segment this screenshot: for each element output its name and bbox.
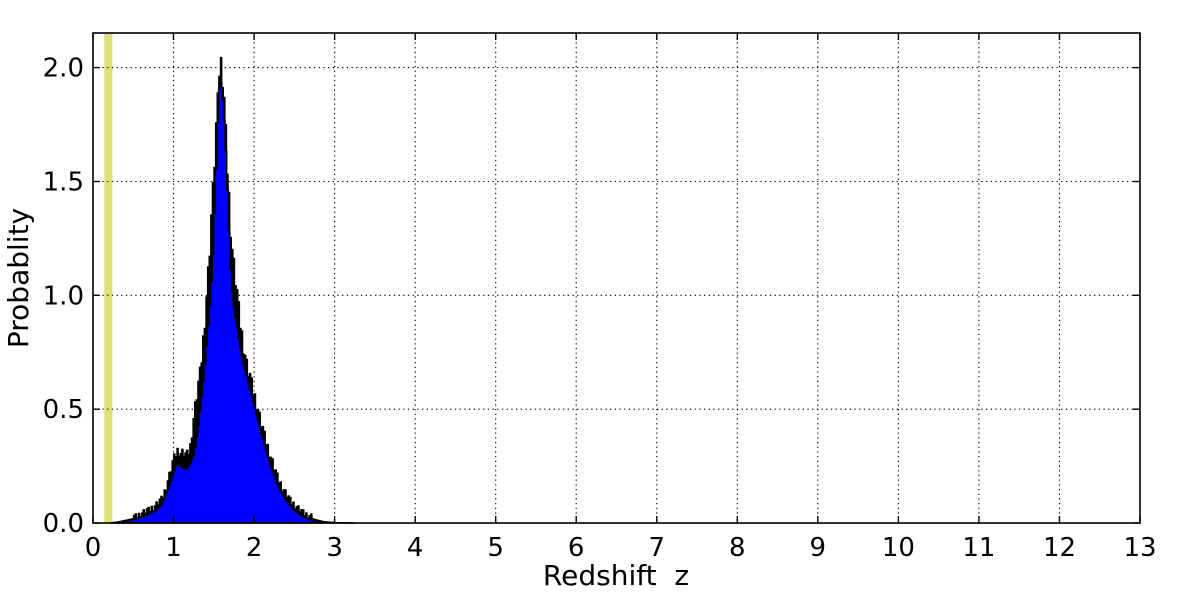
x-tick-label: 3 <box>326 533 343 563</box>
plot-frame <box>92 32 1141 524</box>
y-tick-label: 2.0 <box>43 54 84 84</box>
x-tick-label: 10 <box>882 533 915 563</box>
frame-layer <box>92 32 1141 524</box>
x-tick-label: 7 <box>649 533 666 563</box>
x-tick-label: 5 <box>487 533 504 563</box>
x-tick-label: 0 <box>85 533 102 563</box>
x-tick-label: 11 <box>962 533 995 563</box>
annotation-layer <box>104 33 113 523</box>
y-axis-label: Probablity <box>2 208 35 348</box>
tick-label-layer: 0 1 2 3 4 5 6 7 8 9 10 11 12 130.00.51.01.52.0 <box>43 54 1157 563</box>
y-tick-label: 0.0 <box>43 509 84 539</box>
x-tick-label: 4 <box>407 533 424 563</box>
y-tick-label: 1.0 <box>43 281 84 311</box>
tick-layer <box>92 33 1141 524</box>
grid-layer <box>93 33 1140 523</box>
redshift-marker-band <box>104 33 113 523</box>
x-tick-label: 9 <box>810 533 827 563</box>
x-tick-label: 1 <box>165 533 182 563</box>
x-tick-label: 13 <box>1123 533 1156 563</box>
y-tick-label: 0.5 <box>43 395 84 425</box>
pdf-main-histogram <box>110 82 356 524</box>
x-tick-label: 2 <box>246 533 263 563</box>
x-tick-label: 8 <box>729 533 746 563</box>
x-axis-label: Redshift z <box>543 559 689 592</box>
x-tick-label: 12 <box>1043 533 1076 563</box>
x-tick-label: 6 <box>568 533 585 563</box>
y-tick-label: 1.5 <box>43 168 84 198</box>
series-layer <box>108 56 360 524</box>
